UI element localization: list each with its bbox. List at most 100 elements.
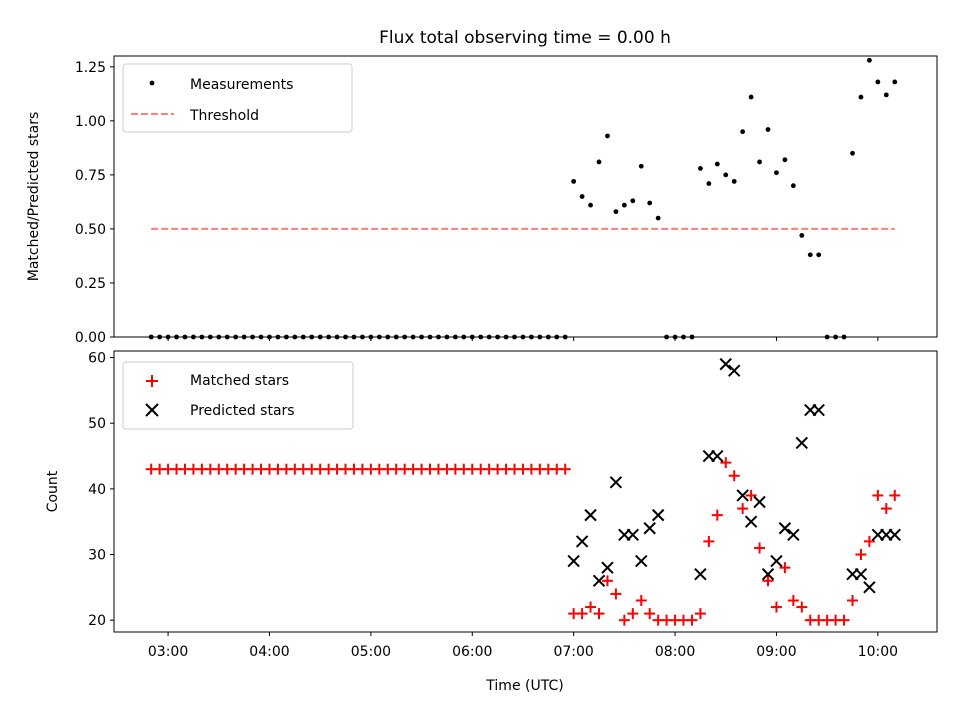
predicted-stars-point <box>719 357 732 371</box>
top-plot-marks <box>148 57 898 340</box>
measurement-point <box>816 252 822 258</box>
predicted-stars-point <box>584 508 597 522</box>
x-tick-label: 06:00 <box>452 644 492 660</box>
legend-predicted-label: Predicted stars <box>190 403 295 419</box>
predicted-stars-point <box>770 554 783 568</box>
predicted-stars-point <box>863 581 876 594</box>
matched-stars-point <box>838 614 850 626</box>
measurement-point <box>850 150 855 156</box>
legend-matched-label: Matched stars <box>190 373 289 389</box>
matched-stars-point <box>745 489 757 501</box>
y-tick-label: 20 <box>88 613 106 629</box>
measurement-point <box>790 183 796 189</box>
top-panel: Flux total observing time = 0.00 h 0.000… <box>26 28 938 346</box>
top-y-axis: 0.00 0.25 0.50 0.75 1.00 1.25 <box>75 60 114 346</box>
measurement-point <box>883 92 889 98</box>
top-plot-frame <box>113 55 938 338</box>
predicted-stars-point <box>651 508 665 522</box>
matched-stars-point <box>644 608 656 620</box>
x-tick-label: 04:00 <box>249 644 289 660</box>
measurement-point <box>782 157 788 163</box>
predicted-stars-point <box>854 568 868 581</box>
bottom-plot-marks <box>145 357 901 626</box>
matched-stars-point <box>779 562 791 574</box>
x-axis-label: Time (UTC) <box>485 678 563 694</box>
predicted-stars-point <box>795 436 809 450</box>
predicted-stars-point <box>609 476 623 489</box>
measurement-point <box>647 200 653 206</box>
legend-measurements-label: Measurements <box>190 77 293 93</box>
predicted-stars-point <box>753 495 766 509</box>
predicted-stars-point <box>567 554 580 568</box>
predicted-stars-point <box>592 574 606 587</box>
predicted-stars-point <box>711 449 724 463</box>
x-tick-label: 03:00 <box>148 644 188 660</box>
top-y-axis-label: Matched/Predicted stars <box>26 112 42 282</box>
measurement-point <box>799 233 805 238</box>
predicted-stars-point <box>812 403 825 417</box>
bottom-legend-box <box>122 361 354 430</box>
predicted-stars-point <box>761 568 775 581</box>
matched-stars-point <box>711 509 723 521</box>
measurement-point <box>807 252 813 258</box>
matched-stars-point <box>770 601 782 613</box>
measurement-point <box>579 194 585 199</box>
chart-title: Flux total observing time = 0.00 h <box>379 28 671 48</box>
matched-stars-point <box>720 457 732 469</box>
measurement-point <box>892 79 898 85</box>
y-tick-label: 1.25 <box>75 60 106 76</box>
top-legend: Measurements Threshold <box>122 63 353 133</box>
y-tick-label: 0.75 <box>75 168 106 184</box>
measurement-point <box>740 129 746 135</box>
y-tick-label: 30 <box>88 548 106 564</box>
legend-threshold-label: Threshold <box>189 108 259 124</box>
matched-stars-point <box>728 470 740 482</box>
measurement-point <box>638 163 644 169</box>
legend-measurements-marker <box>149 80 155 86</box>
bottom-y-axis: 20 30 40 50 60 <box>88 351 114 629</box>
matched-stars-point <box>694 608 706 620</box>
predicted-stars-point <box>778 522 792 535</box>
x-tick-label: 09:00 <box>756 644 796 660</box>
bottom-x-axis: 03:00 04:00 05:00 06:00 07:00 08:00 09:00 10:00 <box>148 632 898 660</box>
measurement-point <box>748 94 754 100</box>
measurement-point <box>571 178 577 184</box>
matched-stars-point <box>585 601 597 613</box>
measurement-point <box>774 170 779 176</box>
measurement-point <box>655 215 661 221</box>
matched-stars-point <box>863 535 875 547</box>
matched-stars-point <box>872 489 884 501</box>
matched-stars-point <box>593 608 605 620</box>
legend-predicted-marker <box>145 403 159 417</box>
measurement-point <box>605 133 610 139</box>
measurement-point <box>731 178 737 184</box>
matched-stars-point <box>576 608 588 620</box>
measurement-point <box>613 209 619 215</box>
measurement-point <box>867 57 872 63</box>
x-tick-label: 07:00 <box>553 644 593 660</box>
matched-stars-point <box>618 614 630 626</box>
predicted-stars-point <box>694 568 707 581</box>
matched-stars-point <box>559 463 571 475</box>
y-tick-label: 0.50 <box>75 222 106 238</box>
measurement-point <box>757 159 762 165</box>
matched-stars-point <box>627 608 639 620</box>
measurement-point <box>858 94 864 100</box>
measurement-point <box>630 198 636 204</box>
predicted-stars-point <box>888 528 901 542</box>
measurement-point <box>714 161 720 167</box>
measurement-point <box>723 172 729 178</box>
bottom-plot-frame <box>113 350 938 633</box>
legend-matched-marker <box>146 375 158 387</box>
y-tick-label: 40 <box>88 482 106 498</box>
top-x-axis <box>167 337 879 341</box>
y-tick-label: 50 <box>88 416 106 432</box>
matched-stars-point <box>686 614 698 626</box>
matched-stars-point <box>787 594 799 606</box>
matched-stars-point <box>737 503 749 515</box>
measurement-point <box>706 181 712 186</box>
measurement-point <box>875 79 881 85</box>
predicted-stars-point <box>626 528 640 542</box>
predicted-stars-point <box>643 522 656 535</box>
